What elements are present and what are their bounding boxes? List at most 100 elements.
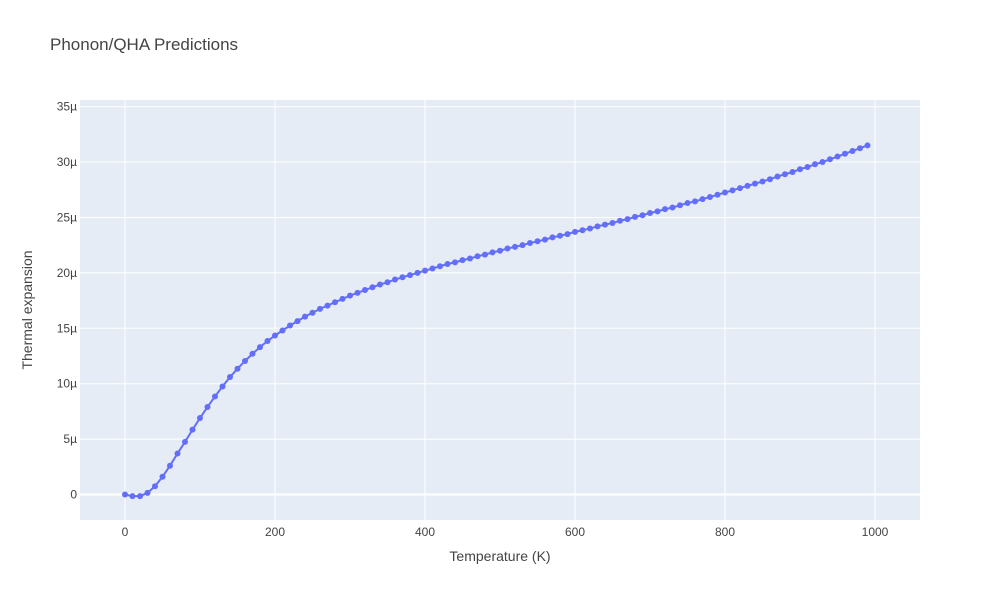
data-point[interactable] bbox=[617, 217, 623, 224]
data-point[interactable] bbox=[249, 350, 256, 357]
data-point[interactable] bbox=[774, 173, 781, 180]
data-point[interactable] bbox=[669, 204, 676, 211]
data-point[interactable] bbox=[444, 261, 451, 268]
data-point[interactable] bbox=[204, 403, 211, 410]
data-point[interactable] bbox=[564, 231, 571, 238]
data-point[interactable] bbox=[834, 153, 841, 160]
data-point[interactable] bbox=[227, 374, 233, 381]
data-point[interactable] bbox=[399, 274, 406, 281]
data-point[interactable] bbox=[302, 313, 308, 320]
data-point[interactable] bbox=[759, 178, 766, 185]
data-point[interactable] bbox=[624, 216, 631, 223]
data-point[interactable] bbox=[684, 200, 691, 207]
data-point[interactable] bbox=[474, 253, 481, 260]
data-point[interactable] bbox=[212, 393, 218, 400]
data-point[interactable] bbox=[182, 438, 188, 445]
data-point[interactable] bbox=[197, 415, 203, 422]
data-point[interactable] bbox=[842, 150, 848, 157]
data-point[interactable] bbox=[407, 272, 413, 279]
data-point[interactable] bbox=[549, 234, 556, 241]
data-point[interactable] bbox=[332, 299, 338, 306]
data-point[interactable] bbox=[632, 213, 638, 220]
data-point[interactable] bbox=[287, 322, 293, 329]
data-point[interactable] bbox=[137, 493, 143, 500]
data-point[interactable] bbox=[347, 292, 353, 299]
data-point[interactable] bbox=[797, 166, 803, 173]
data-point[interactable] bbox=[699, 196, 706, 203]
data-point[interactable] bbox=[579, 227, 586, 234]
data-point[interactable] bbox=[174, 450, 181, 457]
data-point[interactable] bbox=[354, 289, 361, 296]
data-point[interactable] bbox=[692, 198, 698, 205]
data-point[interactable] bbox=[527, 239, 533, 246]
data-point[interactable] bbox=[849, 147, 856, 154]
data-point[interactable] bbox=[542, 236, 548, 243]
data-point[interactable] bbox=[782, 171, 788, 178]
data-point[interactable] bbox=[647, 210, 653, 217]
data-point[interactable] bbox=[294, 318, 301, 325]
data-point[interactable] bbox=[122, 491, 128, 498]
data-point[interactable] bbox=[144, 489, 151, 496]
data-point[interactable] bbox=[497, 247, 503, 254]
data-point[interactable] bbox=[587, 225, 593, 232]
data-point[interactable] bbox=[324, 302, 331, 309]
data-point[interactable] bbox=[857, 145, 863, 152]
data-point[interactable] bbox=[804, 164, 811, 171]
data-point[interactable] bbox=[722, 189, 728, 196]
data-point[interactable] bbox=[707, 193, 713, 200]
data-point[interactable] bbox=[339, 295, 346, 302]
data-point[interactable] bbox=[594, 223, 601, 230]
data-point[interactable] bbox=[242, 357, 248, 364]
data-point[interactable] bbox=[534, 238, 541, 245]
data-point[interactable] bbox=[789, 169, 796, 176]
data-point[interactable] bbox=[639, 212, 646, 219]
data-point[interactable] bbox=[512, 243, 518, 250]
data-point[interactable] bbox=[257, 344, 263, 351]
data-point[interactable] bbox=[572, 228, 578, 235]
data-point[interactable] bbox=[392, 276, 398, 283]
data-point[interactable] bbox=[414, 269, 421, 276]
data-point[interactable] bbox=[744, 182, 751, 189]
plot-area[interactable] bbox=[80, 100, 920, 520]
data-point[interactable] bbox=[167, 462, 173, 469]
data-point[interactable] bbox=[309, 309, 316, 316]
data-point[interactable] bbox=[437, 263, 443, 270]
data-point[interactable] bbox=[677, 202, 683, 209]
data-point[interactable] bbox=[189, 426, 196, 433]
data-point[interactable] bbox=[234, 365, 241, 372]
data-point[interactable] bbox=[459, 257, 466, 264]
data-point[interactable] bbox=[429, 265, 436, 272]
data-point[interactable] bbox=[362, 287, 368, 294]
data-point[interactable] bbox=[827, 156, 833, 163]
data-point[interactable] bbox=[737, 185, 743, 192]
data-point[interactable] bbox=[152, 483, 158, 490]
data-point[interactable] bbox=[467, 255, 473, 262]
data-point[interactable] bbox=[452, 259, 458, 266]
data-point[interactable] bbox=[767, 176, 773, 183]
data-point[interactable] bbox=[377, 281, 383, 288]
data-point[interactable] bbox=[812, 161, 818, 168]
data-point[interactable] bbox=[272, 332, 278, 339]
data-point[interactable] bbox=[662, 206, 668, 213]
data-point[interactable] bbox=[482, 251, 488, 258]
data-point[interactable] bbox=[557, 232, 563, 239]
data-point[interactable] bbox=[819, 159, 826, 166]
data-point[interactable] bbox=[219, 383, 226, 390]
data-point[interactable] bbox=[504, 245, 511, 252]
data-point[interactable] bbox=[609, 220, 616, 227]
data-point[interactable] bbox=[654, 208, 661, 215]
data-point[interactable] bbox=[864, 142, 871, 149]
data-point[interactable] bbox=[369, 284, 376, 291]
data-point[interactable] bbox=[602, 221, 608, 228]
data-point[interactable] bbox=[489, 249, 496, 256]
data-point[interactable] bbox=[729, 187, 736, 194]
data-point[interactable] bbox=[714, 191, 721, 198]
data-point[interactable] bbox=[279, 327, 286, 334]
data-point[interactable] bbox=[384, 279, 391, 286]
data-point[interactable] bbox=[519, 242, 526, 249]
data-point[interactable] bbox=[422, 267, 428, 274]
data-point[interactable] bbox=[317, 305, 323, 312]
data-point[interactable] bbox=[264, 338, 271, 345]
data-point[interactable] bbox=[752, 180, 758, 187]
data-point[interactable] bbox=[159, 473, 166, 480]
